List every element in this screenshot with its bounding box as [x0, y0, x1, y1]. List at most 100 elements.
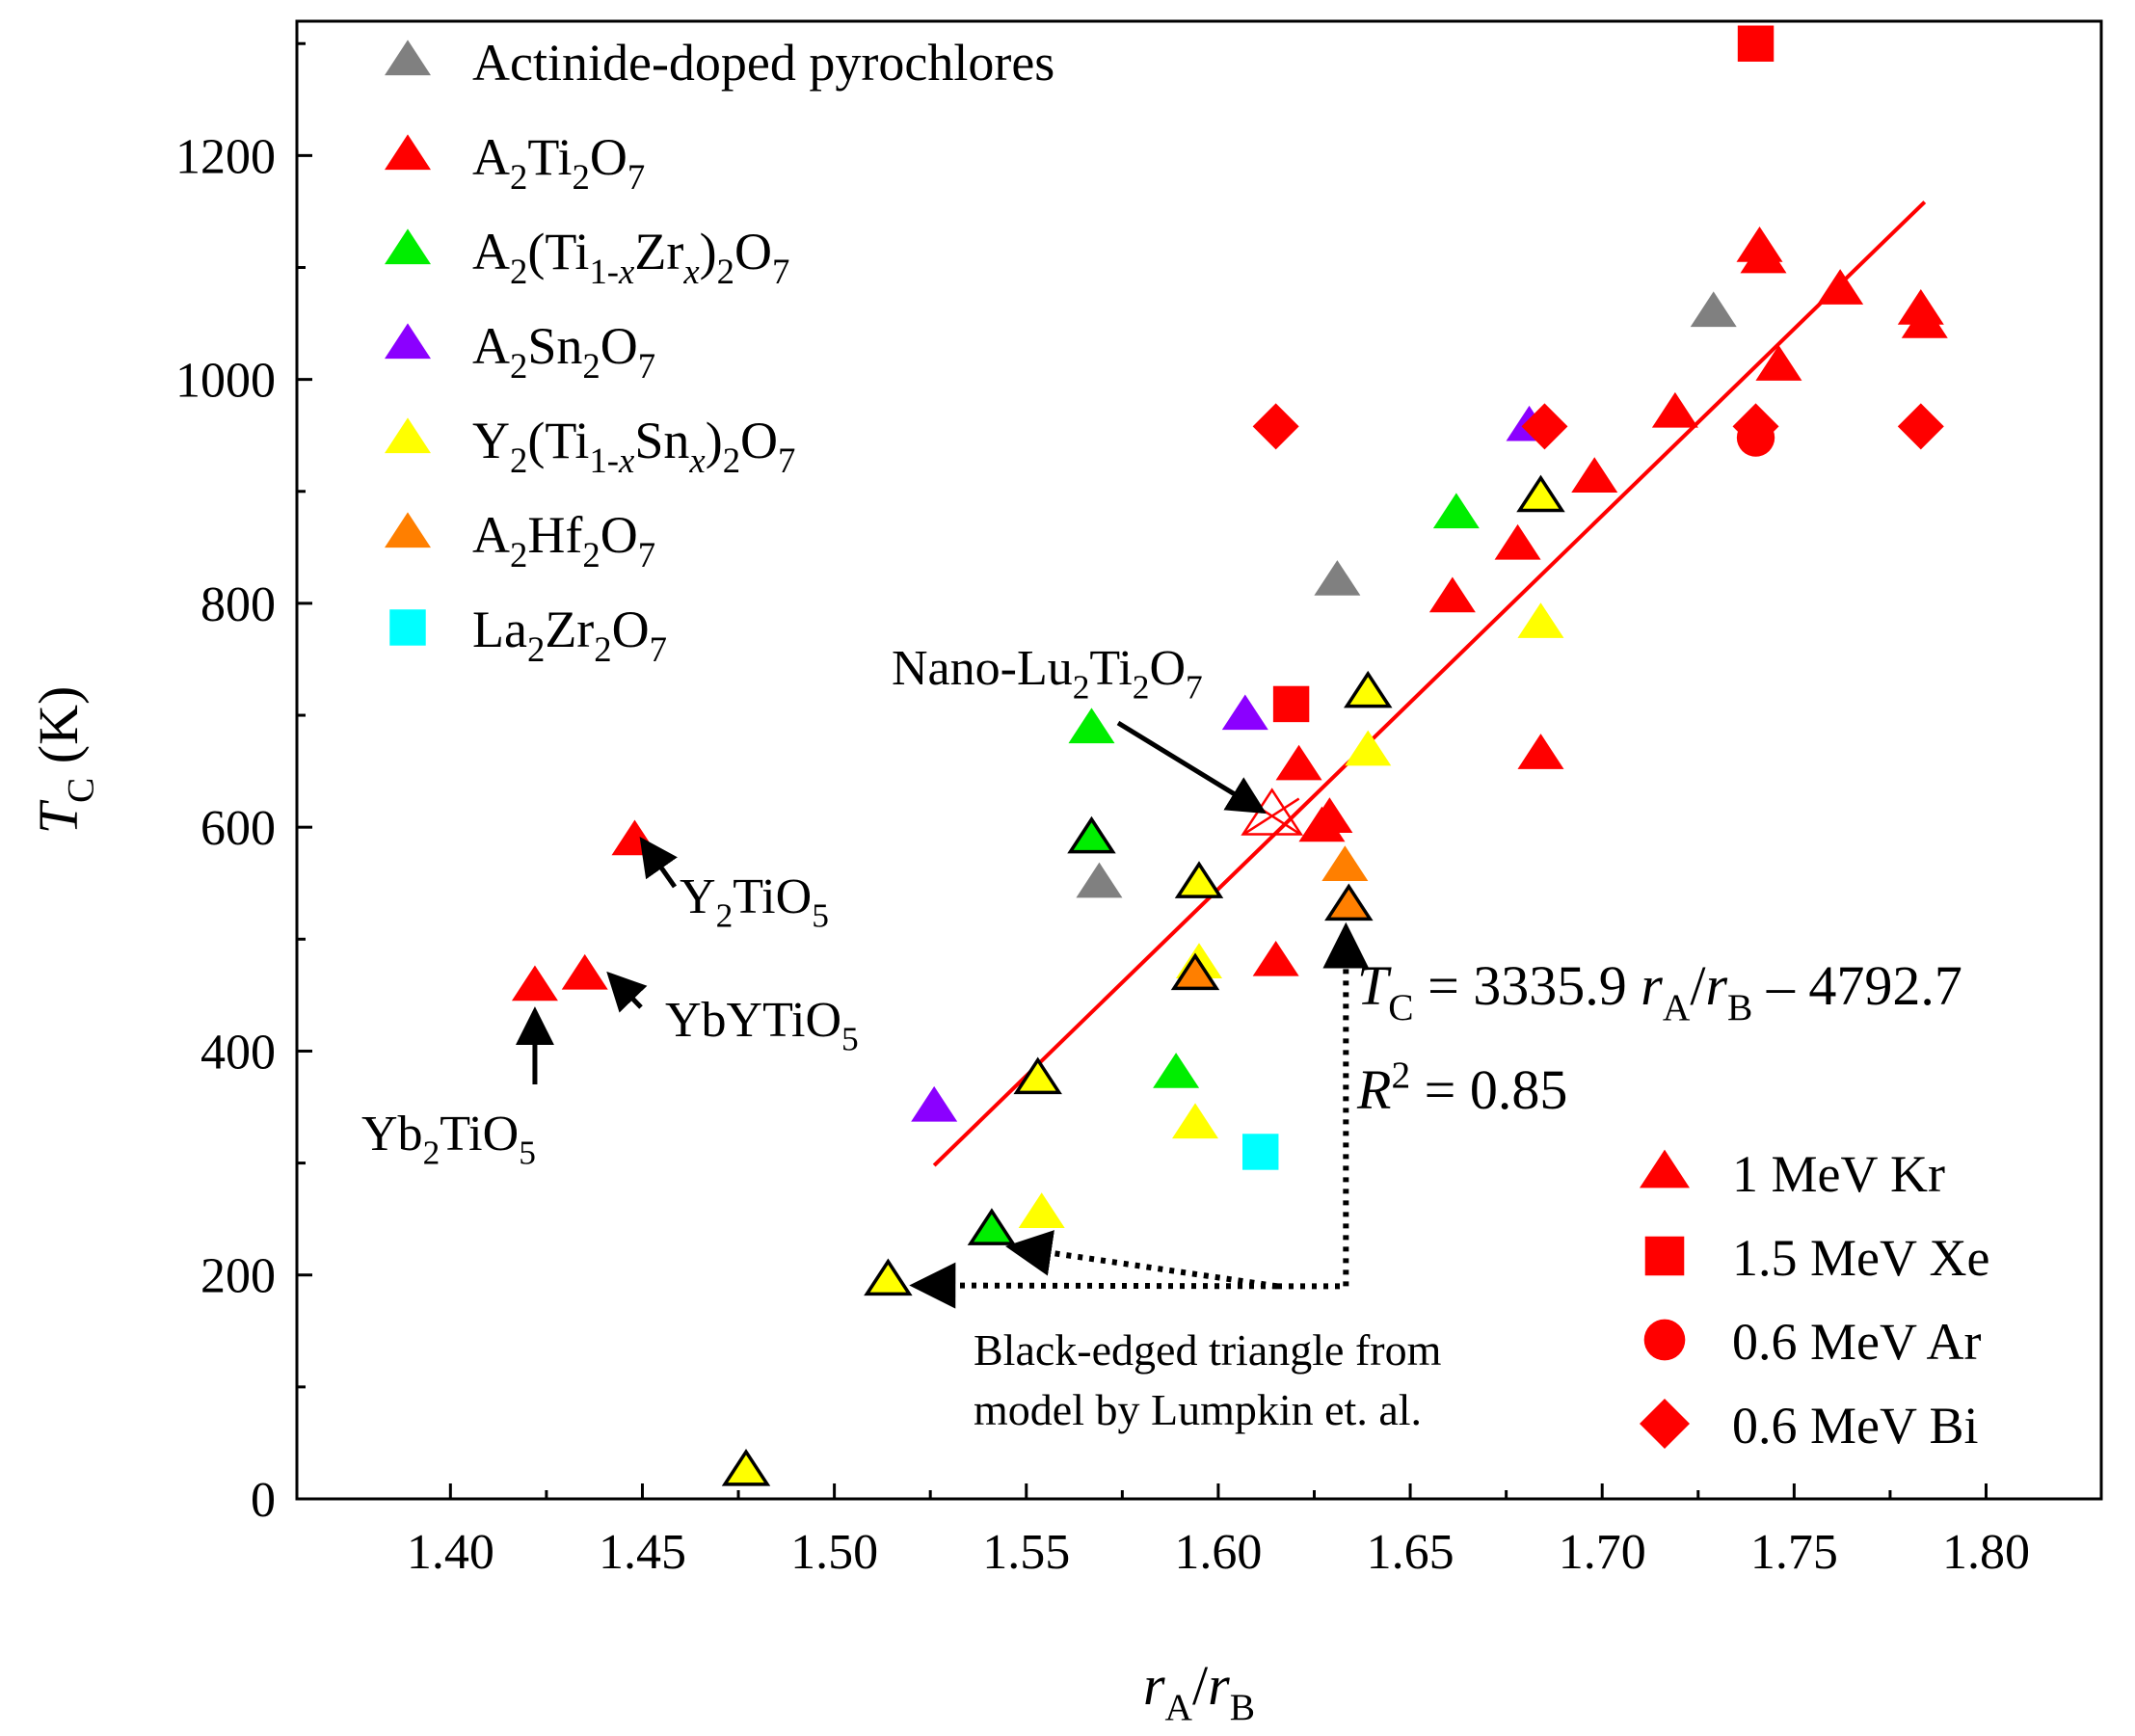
ion-legend-label: 0.6 MeV Bi [1732, 1397, 1979, 1455]
data-point [1740, 237, 1787, 274]
data-point [911, 1085, 958, 1122]
model-point [1516, 474, 1565, 513]
arrows-layer [515, 720, 1370, 1309]
data-point [1252, 940, 1299, 976]
model-point [1324, 883, 1374, 921]
y-tick-label: 600 [200, 801, 276, 856]
data-point [1321, 845, 1369, 881]
ion-legend-label: 1 MeV Kr [1732, 1145, 1945, 1203]
data-point [561, 953, 608, 990]
data-point [1275, 744, 1322, 781]
y-tick-label: 1200 [175, 129, 276, 184]
data-point [1252, 403, 1299, 450]
arrow [909, 1262, 1278, 1309]
model-point [1170, 952, 1220, 991]
legend-label: A2Hf2O7 [472, 506, 655, 574]
legend-label: La2Zr2O7 [472, 601, 667, 669]
data-point [1018, 1192, 1065, 1228]
y2tio5-label: Y2TiO5 [680, 869, 829, 935]
x-tick-label: 1.60 [1174, 1525, 1262, 1580]
data-point [1314, 560, 1361, 596]
data-point [1272, 685, 1310, 723]
x-tick-label: 1.80 [1942, 1525, 2030, 1580]
legend-label: A2Sn2O7 [472, 317, 655, 386]
data-point [1172, 1103, 1219, 1139]
legend-marker [385, 323, 431, 360]
legend-marker [385, 512, 431, 548]
fit-equation: TC = 3335.9 rA/rB – 4792.7 [1357, 954, 1962, 1028]
data-point [1897, 403, 1944, 450]
model-point [1067, 815, 1116, 854]
data-point [1755, 345, 1802, 381]
x-tick-label: 1.75 [1750, 1525, 1838, 1580]
data-point [1651, 391, 1698, 428]
y-tick-label: 800 [200, 577, 276, 632]
data-point [1732, 403, 1779, 450]
legend-marker [385, 228, 431, 265]
x-tick-label: 1.45 [599, 1525, 686, 1580]
data-point [1242, 1134, 1279, 1170]
x-tick-label: 1.50 [790, 1525, 878, 1580]
data-point [1494, 523, 1541, 560]
model-points-layer [721, 474, 1565, 1486]
yb2tio5-label: Yb2TiO5 [361, 1107, 536, 1172]
arrow [1116, 720, 1267, 815]
data-point [1221, 694, 1268, 731]
ion-legend-marker [1644, 1236, 1685, 1276]
ion-legend-label: 1.5 MeV Xe [1732, 1229, 1989, 1287]
annotation-layer: Nano-Lu2Ti2O7 Y2TiO5 YbYTiO5 Yb2TiO5 TC = 33… [361, 641, 1962, 1434]
plot-frame [295, 19, 2103, 1501]
legend-layer: Actinide-doped pyrochlores A2Ti2O7 A2(Ti1-… [385, 34, 1989, 1455]
model-point [1013, 1056, 1062, 1095]
y-tick-label: 1000 [175, 354, 276, 409]
x-tick-label: 1.55 [982, 1525, 1070, 1580]
x-tick-label: 1.40 [407, 1525, 494, 1580]
data-point [1068, 708, 1115, 744]
arrow [606, 971, 648, 1013]
model-point [1344, 670, 1393, 708]
model-point [864, 1258, 913, 1296]
legend-marker [385, 417, 431, 454]
note-line-1: Black-edged triangle from [974, 1325, 1442, 1375]
legend-marker [385, 40, 431, 76]
x-tick-label: 1.70 [1559, 1525, 1646, 1580]
arrow [639, 837, 678, 889]
data-point [1817, 269, 1864, 305]
note-line-2: model by Lumpkin et. al. [974, 1385, 1422, 1434]
data-point [1571, 457, 1618, 493]
data-point [1517, 734, 1564, 769]
ion-legend-label: 0.6 MeV Ar [1732, 1313, 1982, 1371]
ion-legend-marker [1640, 1149, 1690, 1188]
y-tick-label: 0 [251, 1473, 276, 1528]
model-point [967, 1208, 1017, 1245]
model-point [721, 1448, 771, 1486]
data-point [1153, 1053, 1200, 1088]
data-points-layer [511, 25, 1948, 1228]
nano-label: Nano-Lu2Ti2O7 [892, 641, 1203, 707]
nano-cross [1244, 797, 1300, 835]
data-point [1521, 403, 1568, 450]
x-tick-label: 1.65 [1367, 1525, 1454, 1580]
legend-label: Actinide-doped pyrochlores [472, 34, 1054, 92]
arrow [1004, 1230, 1278, 1290]
legend-marker [389, 609, 426, 646]
data-point [1432, 493, 1480, 529]
axes-layer: 1.40 1.45 1.50 1.55 1.60 1.65 1.70 1.75 1.80 0 200… [27, 19, 2103, 1728]
legend-marker [385, 134, 431, 171]
data-point [1076, 862, 1123, 898]
data-point [1737, 25, 1775, 62]
ion-legend-marker [1640, 1399, 1690, 1449]
data-point [1517, 602, 1564, 638]
y-tick-label: 400 [200, 1025, 276, 1080]
data-point [511, 965, 558, 1002]
fit-line [932, 200, 1927, 1167]
model-point [1174, 861, 1224, 898]
y-axis-label: TC (K) [27, 686, 101, 835]
ybytio5-label: YbYTiO5 [665, 993, 859, 1058]
data-point [1690, 291, 1737, 328]
ion-legend-marker [1643, 1319, 1686, 1361]
legend-label: A2Ti2O7 [472, 128, 645, 197]
fit-r2: R2 = 0.85 [1356, 1054, 1567, 1121]
